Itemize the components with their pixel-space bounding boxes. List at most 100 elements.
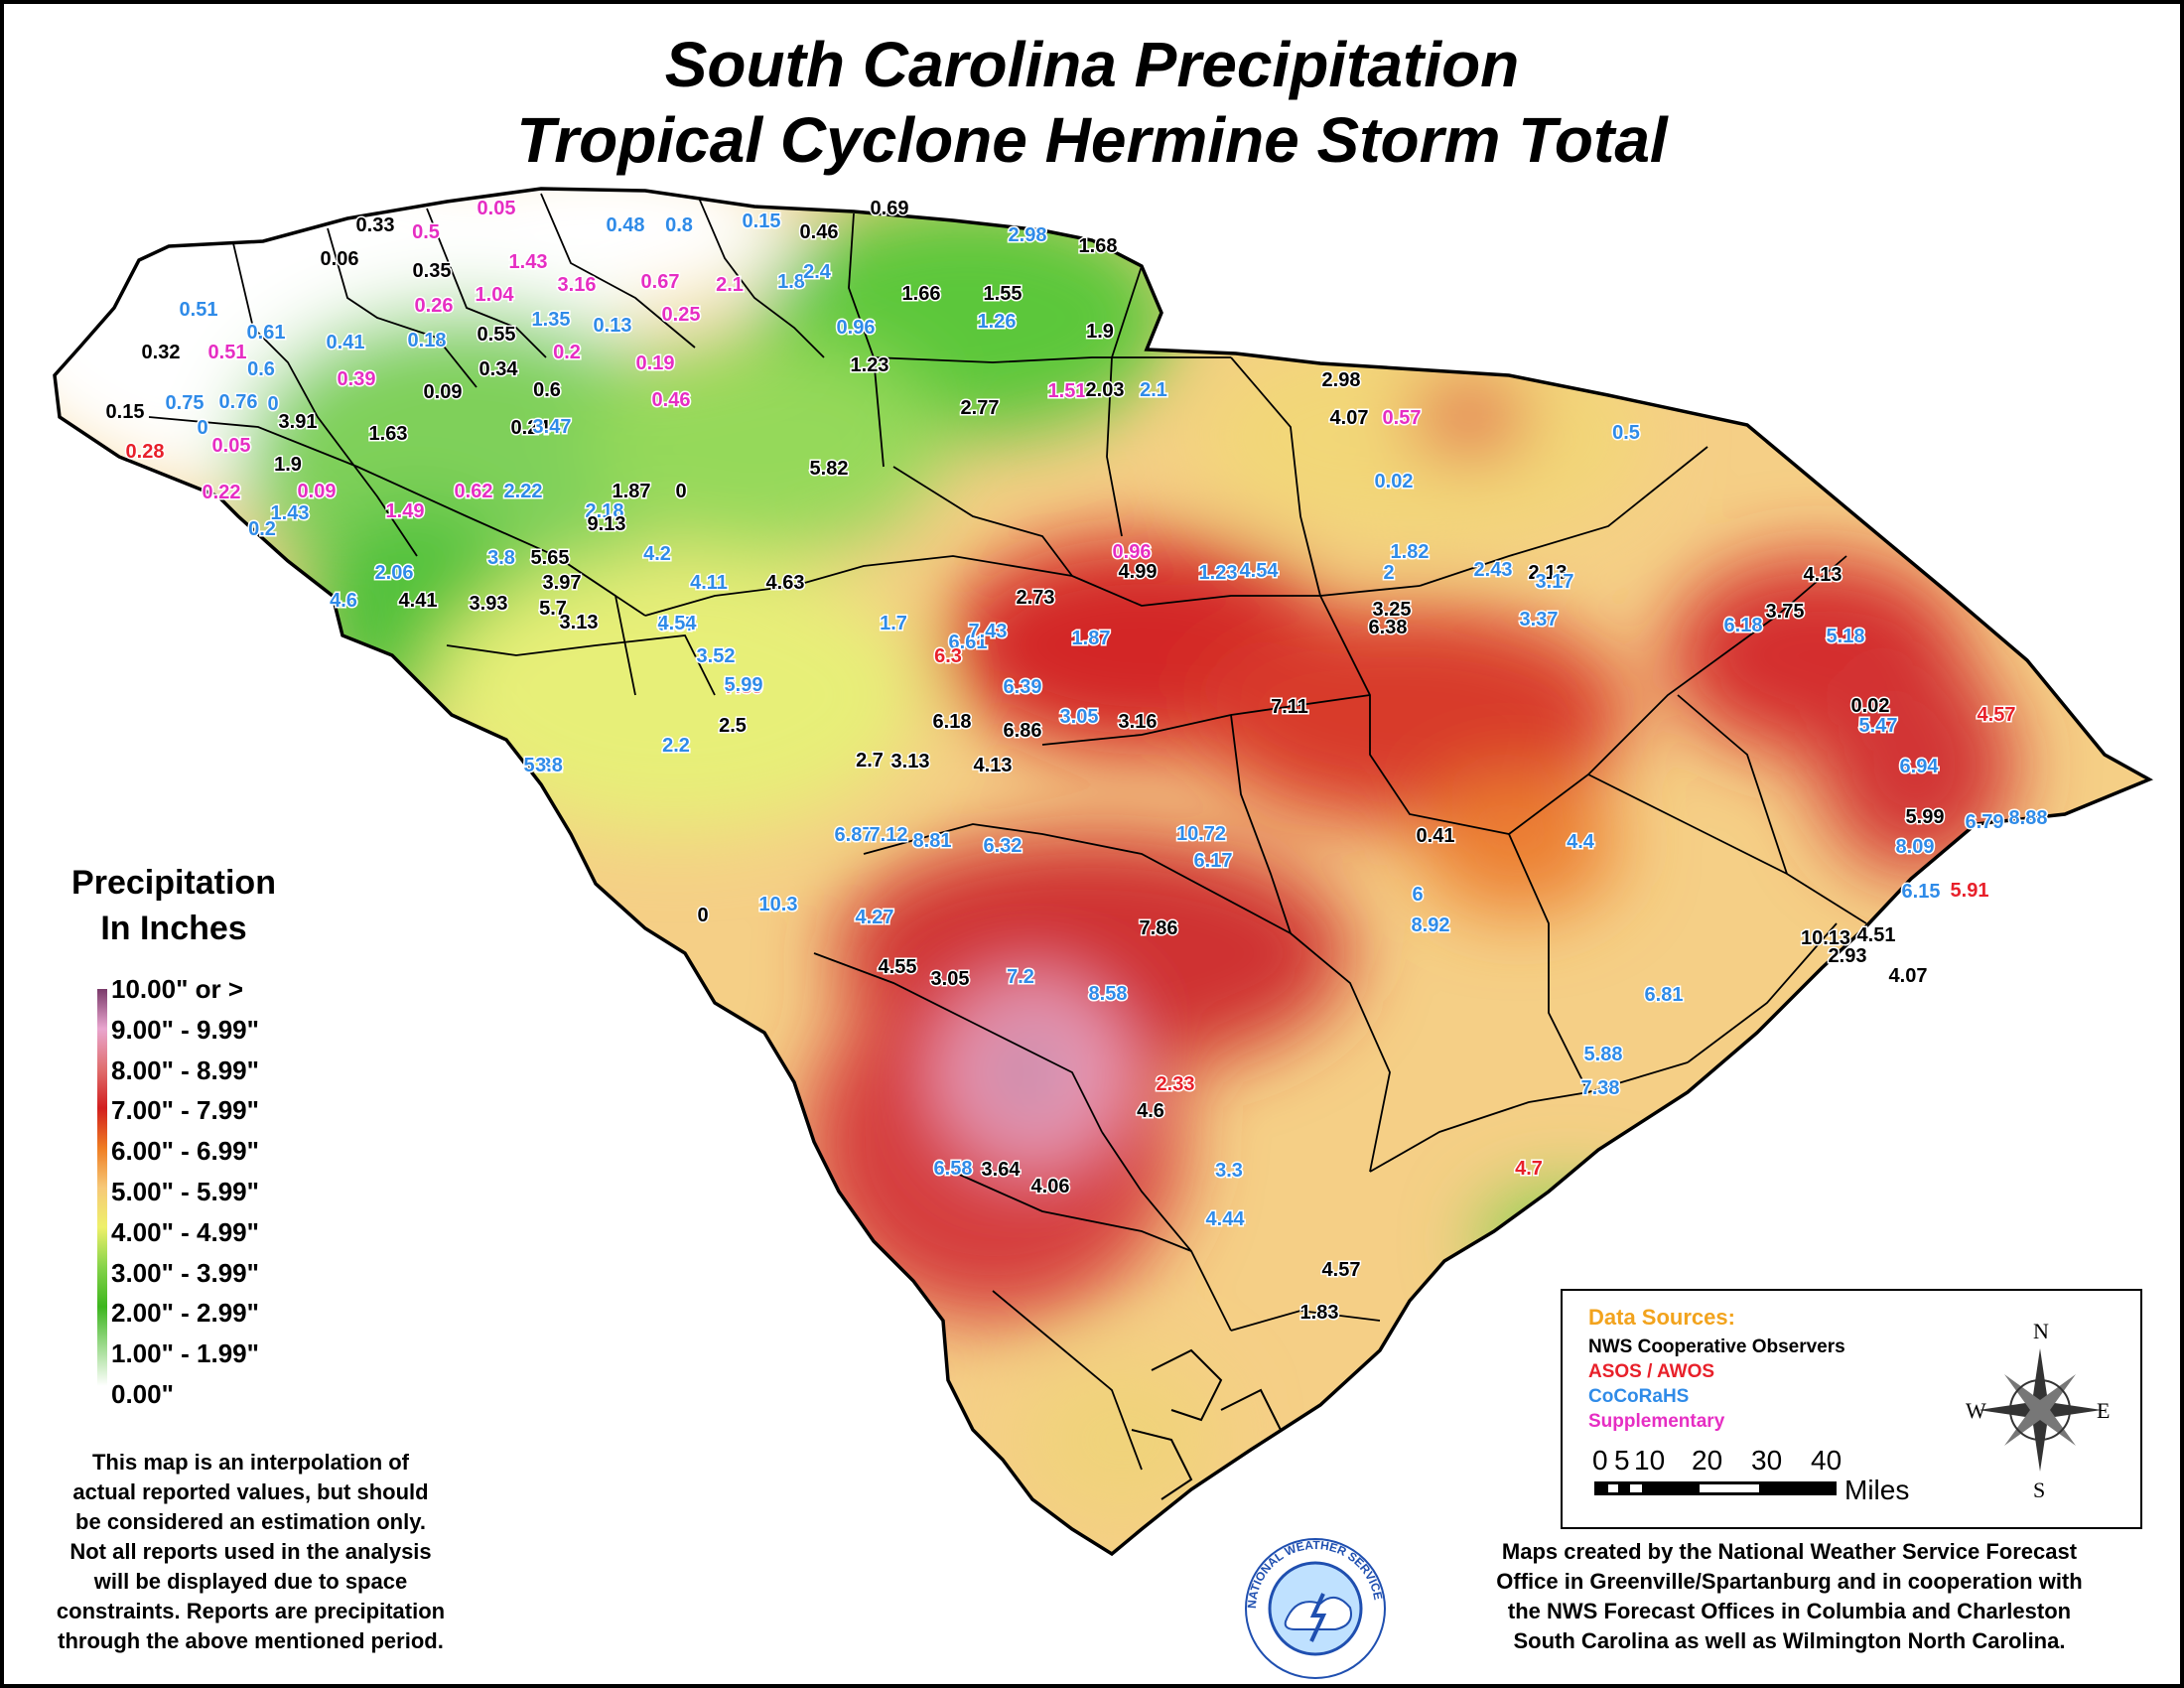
observation-value: 3.17 [1536,571,1574,593]
legend-entry: 4.00" - 4.99" [111,1216,259,1247]
legend-entry: 7.00" - 7.99" [111,1095,259,1126]
observation-value: 8.81 [913,830,952,852]
observation-value: 6.38 [1369,617,1408,638]
source-cocorahs: CoCoRaHS [1588,1386,1690,1407]
observation-value: 4.2 [643,543,671,565]
disclaimer-note: This map is an interpolation of actual r… [30,1448,472,1656]
observation-value: 0.5 [1612,422,1640,444]
observation-value: 0.96 [837,317,876,339]
observation-value: 4.55 [879,956,917,978]
scale-tick-label: 40 [1811,1445,1842,1476]
observation-value: 0.5 [412,221,440,243]
observation-value: 0.61 [247,322,286,344]
observation-value: 1.23 [1199,562,1238,584]
observation-value: 10.72 [1176,823,1226,845]
scale-tick-label: 20 [1692,1445,1722,1476]
observation-value: 0.96 [1113,541,1152,563]
map-title-line1: South Carolina Precipitation [664,29,1520,100]
observation-value: 2.13 [1529,562,1568,584]
observation-value: 0.19 [636,352,675,374]
observation-value: 4.13 [1804,564,1843,586]
observation-value: 4.57 [1978,704,2016,726]
disclaimer-line: Not all reports used in the analysis [69,1539,432,1564]
scale-tick-label: 30 [1751,1445,1782,1476]
observation-value: 5.88 [1584,1044,1623,1065]
observation-value: 8.92 [1412,914,1450,936]
observation-value: 3.16 [1119,711,1158,733]
observation-value: 2.4 [803,261,832,283]
observation-value: 4.27 [856,907,894,928]
observation-value: 2.98 [1009,224,1047,246]
observation-value: 3.16 [558,274,597,296]
observation-value: 2.06 [375,562,414,584]
observation-value: 0.26 [415,295,454,317]
observation-value: 0.02 [1375,471,1414,492]
observation-value: 3.93 [470,593,508,615]
observation-value: 9.13 [588,513,626,535]
observation-value: 6.18 [933,711,972,733]
observation-value: 6.17 [1194,850,1233,872]
observation-labels: 0.33 0.5 0.05 0.48 0.8 0.15 0.46 0.69 2.98 1.68 0.… [104,197,2049,1326]
observation-value: 3.13 [560,612,599,633]
legend-entry: 2.00" - 2.99" [111,1298,259,1329]
observation-value: 0.34 [479,358,519,380]
observation-value: 4.4 [1567,831,1595,853]
observation-value: 0.18 [408,330,447,352]
observation-value: 6.94 [1900,756,1940,777]
data-sources-title: Data Sources: [1588,1305,1735,1330]
observation-value: 7.38 [1581,1077,1620,1099]
observation-value: 0.32 [142,342,181,363]
county-lines [148,189,1867,1471]
observation-value: 0.51 [208,342,247,363]
observation-value: 2.1 [1140,379,1167,401]
disclaimer-line: through the above mentioned period. [58,1628,444,1653]
observation-value: 3.97 [543,572,582,594]
observation-value: 3.64 [982,1159,1022,1181]
nws-logo-icon: NATIONAL WEATHER SERVICE [1245,1538,1386,1679]
observation-value: 1.87 [613,481,651,502]
legend-entry: 6.00" - 6.99" [111,1136,259,1167]
observation-value: 1.04 [476,284,515,306]
observation-value: 2.1 [716,274,744,296]
observation-value: 1.43 [271,502,310,524]
disclaimer-line: will be displayed due to space [93,1569,408,1594]
observation-value: 0.6 [533,379,561,401]
observation-value: 0 [697,905,708,926]
observation-value: 6.15 [1902,881,1941,903]
observation-value: 6.87 [835,824,874,846]
observation-value: 2.33 [1157,1073,1195,1095]
observation-value: 10.3 [759,894,798,915]
observation-value: 5.67 [658,614,697,635]
observation-value: 3.75 [1766,601,1805,623]
observation-value: 0.09 [298,481,337,502]
observation-value: 2.18 [586,500,624,522]
observation-value: 0.13 [594,315,632,337]
observation-value: 0.39 [338,368,376,390]
state-outline [53,187,2154,1557]
disclaimer-line: actual reported values, but should [72,1479,429,1504]
compass-rose-icon: N S E W [1966,1321,2110,1499]
observation-value: 4.7 [1515,1158,1543,1180]
scale-bar: 0 5 10 20 30 40 Miles [1592,1445,1909,1505]
observation-value: 6.61 [949,632,988,653]
observation-value: 6.18 [1724,615,1763,636]
observation-value: 0.46 [800,221,839,243]
observation-value: 1.82 [1391,541,1430,563]
observation-value: 0.09 [424,381,463,403]
observation-value: 0.67 [641,271,680,293]
observation-value: 4.11 [690,572,728,594]
observation-value: 3.37 [1520,609,1559,631]
observation-value: 0.35 [413,260,452,282]
observation-value: 0.6 [247,358,275,380]
credit-note: Maps created by the National Weather Ser… [1405,1537,2174,1656]
observation-value: 2.5 [719,715,747,737]
observation-value: 1.7 [880,613,907,634]
legend-title: Precipitation In Inches [60,860,288,951]
observation-value: 0.15 [106,401,145,423]
observation-value: 0.06 [321,248,359,270]
credit-line: South Carolina as well as Wilmington Nor… [1513,1628,2066,1653]
observation-value: 2.93 [1829,945,1867,967]
observation-value: 2 [1383,562,1394,584]
scale-tick-label: 5 [1614,1445,1630,1476]
compass-n-label: N [2033,1321,2049,1343]
